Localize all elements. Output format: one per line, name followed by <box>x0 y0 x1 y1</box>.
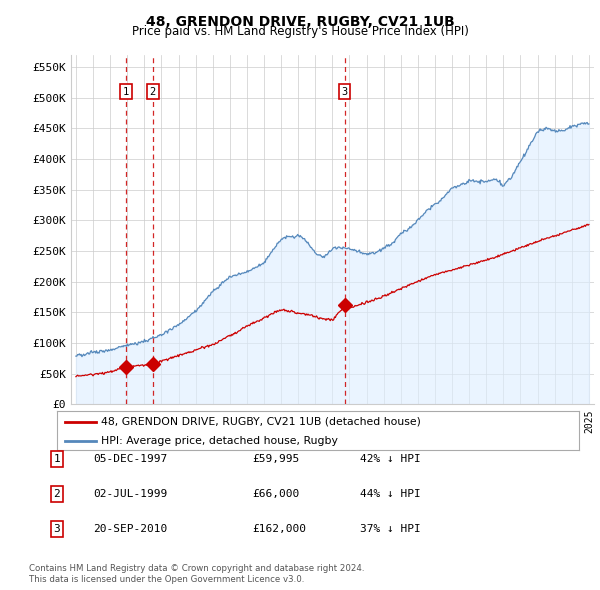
Text: 44% ↓ HPI: 44% ↓ HPI <box>360 489 421 499</box>
Text: 1: 1 <box>53 454 61 464</box>
Text: 20-SEP-2010: 20-SEP-2010 <box>93 524 167 533</box>
Text: Price paid vs. HM Land Registry's House Price Index (HPI): Price paid vs. HM Land Registry's House … <box>131 25 469 38</box>
Text: £162,000: £162,000 <box>252 524 306 533</box>
Text: 3: 3 <box>341 87 348 97</box>
Text: 02-JUL-1999: 02-JUL-1999 <box>93 489 167 499</box>
Text: 2: 2 <box>53 489 61 499</box>
Text: 48, GRENDON DRIVE, RUGBY, CV21 1UB (detached house): 48, GRENDON DRIVE, RUGBY, CV21 1UB (deta… <box>101 417 421 427</box>
Text: £66,000: £66,000 <box>252 489 299 499</box>
Text: 2: 2 <box>150 87 156 97</box>
Text: 3: 3 <box>53 524 61 533</box>
Text: 1: 1 <box>123 87 129 97</box>
Text: This data is licensed under the Open Government Licence v3.0.: This data is licensed under the Open Gov… <box>29 575 304 584</box>
Text: 48, GRENDON DRIVE, RUGBY, CV21 1UB: 48, GRENDON DRIVE, RUGBY, CV21 1UB <box>146 15 454 29</box>
Text: HPI: Average price, detached house, Rugby: HPI: Average price, detached house, Rugb… <box>101 436 338 446</box>
Text: £59,995: £59,995 <box>252 454 299 464</box>
Text: 05-DEC-1997: 05-DEC-1997 <box>93 454 167 464</box>
Text: Contains HM Land Registry data © Crown copyright and database right 2024.: Contains HM Land Registry data © Crown c… <box>29 565 364 573</box>
Text: 42% ↓ HPI: 42% ↓ HPI <box>360 454 421 464</box>
Text: 37% ↓ HPI: 37% ↓ HPI <box>360 524 421 533</box>
